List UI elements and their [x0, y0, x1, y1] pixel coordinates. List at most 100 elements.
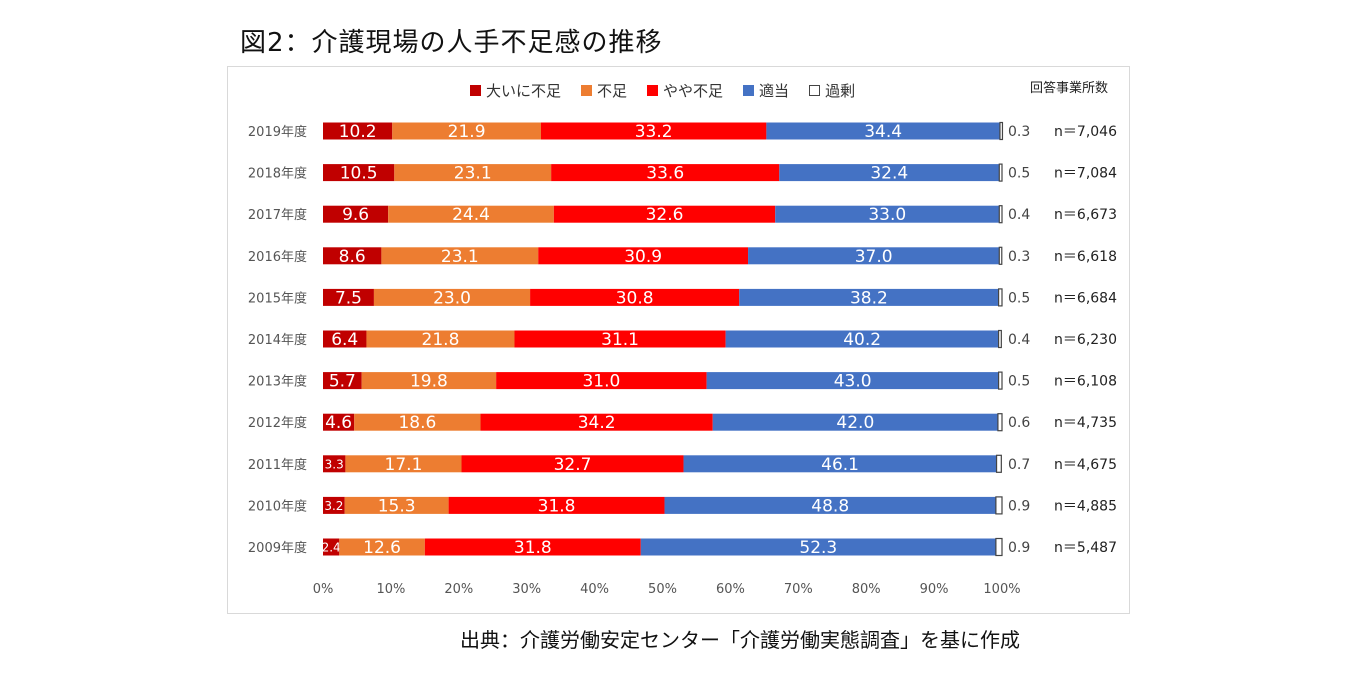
- x-tick-label: 50%: [648, 582, 677, 597]
- bar-segment: [388, 205, 554, 223]
- data-label: 32.7: [554, 455, 592, 475]
- bar-segment: [448, 496, 665, 514]
- n-count-label: n＝6,684: [1054, 290, 1117, 306]
- data-label: 8.6: [339, 247, 366, 267]
- data-label: 2.4: [322, 541, 341, 555]
- n-count-label: n＝6,108: [1054, 374, 1117, 390]
- bar-segment: [366, 330, 515, 348]
- n-count-label: n＝4,735: [1054, 415, 1117, 431]
- n-count-label: n＝6,230: [1054, 332, 1117, 348]
- source-note: 出典：介護労働安定センター「介護労働実態調査」を基に作成: [460, 628, 1020, 652]
- y-tick-label: 2010年度: [248, 498, 307, 514]
- bar-segment: [706, 372, 999, 390]
- legend-item-oini-fusoku: 大いに不足: [470, 80, 561, 101]
- bar-segment: [553, 205, 776, 223]
- bar-segment: [394, 164, 552, 182]
- legend-label-tekitou: 適当: [759, 81, 790, 100]
- data-label: 37.0: [855, 247, 893, 267]
- data-label: 0.9: [1008, 540, 1030, 556]
- bar-segment: [339, 538, 425, 556]
- x-tick-label: 20%: [444, 582, 473, 597]
- bar-segment: [323, 330, 367, 348]
- n-count-label: n＝4,675: [1054, 457, 1117, 473]
- y-tick-label: 2011年度: [248, 457, 307, 473]
- legend-item-tekitou: 適当: [743, 80, 789, 101]
- bar-segment: [323, 164, 395, 182]
- y-tick-label: 2009年度: [248, 540, 307, 556]
- bar-segment: [725, 330, 999, 348]
- data-label: 0.3: [1008, 124, 1030, 140]
- bar-segment: [345, 455, 462, 473]
- bar-segment: [323, 122, 393, 140]
- legend-item-kajou: 過剰: [809, 80, 855, 101]
- bar-segment: [323, 455, 346, 473]
- bar-segment: [998, 288, 1003, 307]
- bar-segment: [323, 413, 355, 431]
- x-tick-label: 40%: [580, 582, 609, 597]
- bar-segment: [775, 205, 1000, 223]
- data-label: 30.9: [624, 247, 662, 267]
- x-tick-label: 70%: [784, 582, 813, 597]
- bar-segment: [995, 537, 1003, 557]
- figure-title: 図2：介護現場の人手不足感の推移: [240, 28, 663, 58]
- data-label: 4.6: [325, 413, 352, 433]
- legend-swatch-fusoku: [581, 84, 593, 96]
- data-label: 0.4: [1008, 332, 1030, 348]
- n-column-header: 回答事業所数: [1030, 81, 1109, 96]
- bar-segment: [748, 247, 1000, 265]
- bar-segment: [779, 164, 1000, 182]
- bar-segment: [323, 288, 374, 306]
- bar-segment: [392, 122, 541, 140]
- y-tick-label: 2015年度: [248, 290, 307, 306]
- y-tick-label: 2016年度: [248, 249, 307, 265]
- data-label: 7.5: [335, 288, 362, 308]
- data-label: 31.0: [582, 372, 620, 392]
- data-label: 0.6: [1008, 415, 1030, 431]
- bar-segment: [373, 288, 531, 306]
- data-label: 42.0: [836, 413, 874, 433]
- data-label: 34.4: [864, 122, 902, 142]
- bar-segment: [998, 329, 1002, 349]
- bar-segment: [323, 205, 389, 223]
- bar-segment: [354, 413, 481, 431]
- data-label: 10.5: [340, 164, 378, 184]
- data-label: 43.0: [834, 372, 872, 392]
- bar-segment: [496, 372, 707, 390]
- bar-segment: [323, 372, 362, 390]
- data-label: 0.3: [1008, 249, 1030, 265]
- x-tick-label: 60%: [716, 582, 745, 597]
- data-label: 23.1: [454, 164, 492, 184]
- data-label: 24.4: [452, 205, 490, 225]
- bar-segment: [998, 371, 1003, 390]
- bar-segment: [995, 496, 1003, 515]
- bar-segment: [361, 372, 497, 390]
- data-label: 40.2: [843, 330, 881, 350]
- n-count-label: n＝4,885: [1054, 498, 1117, 514]
- data-label: 10.2: [339, 122, 377, 142]
- data-label: 3.3: [325, 457, 344, 471]
- bar-segment: [683, 455, 997, 473]
- data-label: 32.6: [646, 205, 684, 225]
- n-count-label: n＝7,046: [1054, 124, 1117, 140]
- y-tick-label: 2017年度: [248, 207, 307, 223]
- bar-segment: [540, 122, 767, 140]
- data-label: 9.6: [342, 205, 369, 225]
- n-count-label: n＝7,084: [1054, 166, 1117, 182]
- data-label: 33.0: [868, 205, 906, 225]
- legend-label-fusoku: 不足: [597, 81, 628, 100]
- bar-segment: [998, 205, 1003, 224]
- x-tick-label: 0%: [313, 582, 334, 597]
- legend-swatch-kajou: [809, 84, 821, 96]
- data-label: 0.7: [1008, 457, 1030, 473]
- bar-segment: [480, 413, 713, 431]
- bar-segment: [530, 288, 740, 306]
- data-label: 17.1: [385, 455, 423, 475]
- data-label: 30.8: [616, 288, 654, 308]
- x-tick-label: 10%: [376, 582, 405, 597]
- legend-label-yaya-fusoku: やや不足: [663, 81, 724, 100]
- data-label: 0.4: [1008, 207, 1030, 223]
- legend-item-yaya-fusoku: やや不足: [647, 80, 723, 101]
- data-label: 12.6: [363, 538, 401, 558]
- data-label: 33.6: [646, 164, 684, 184]
